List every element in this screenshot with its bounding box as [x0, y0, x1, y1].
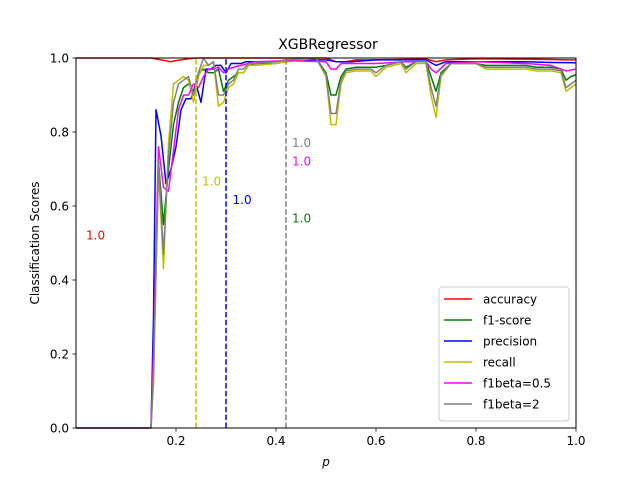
- y-tick-label: 0.2: [50, 348, 69, 362]
- annotation-label: 1.0: [86, 228, 105, 242]
- x-axis-label: p: [321, 455, 330, 469]
- axis-ticks: 0.2 0.4 0.6 0.8 1.0 0.0 0.2 0.4 0.6 0.8 1.0: [50, 52, 586, 449]
- legend-label: f1beta=0.5: [483, 377, 551, 391]
- y-tick-label: 1.0: [50, 52, 69, 66]
- series-line-f1beta-0-5: [76, 59, 576, 429]
- annotation-label: 1.0: [292, 154, 311, 168]
- series-line-f1beta-2: [76, 57, 576, 429]
- legend-label: accuracy: [483, 293, 537, 307]
- legend-label: precision: [483, 335, 537, 349]
- annotation-label: 1.0: [233, 193, 252, 207]
- x-tick-label: 0.4: [266, 434, 285, 448]
- y-tick-label: 0.4: [50, 274, 69, 288]
- legend-label: f1-score: [483, 314, 531, 328]
- annotations: 1.0 1.0 1.0 1.0 1.0 1.0: [86, 136, 311, 243]
- y-tick-label: 0.0: [50, 422, 69, 436]
- threshold-lines: [195, 58, 287, 428]
- x-tick-label: 0.6: [366, 434, 385, 448]
- x-tick-label: 0.2: [166, 434, 185, 448]
- annotation-label: 1.0: [202, 175, 221, 189]
- series-line-precision: [76, 59, 576, 429]
- annotation-label: 1.0: [292, 136, 311, 150]
- chart-title: XGBRegressor: [278, 37, 378, 53]
- y-tick-label: 0.6: [50, 200, 69, 214]
- legend: accuracy f1-score precision recall f1beta=0.…: [438, 286, 570, 422]
- axes-frame: [75, 57, 577, 429]
- x-tick-label: 0.8: [466, 434, 485, 448]
- legend-label: recall: [483, 356, 516, 370]
- y-tick-label: 0.8: [50, 126, 69, 140]
- x-tick-label: 1.0: [566, 434, 585, 448]
- annotation-label: 1.0: [292, 212, 311, 226]
- legend-label: f1beta=2: [483, 398, 540, 412]
- y-axis-label: Classification Scores: [28, 181, 42, 304]
